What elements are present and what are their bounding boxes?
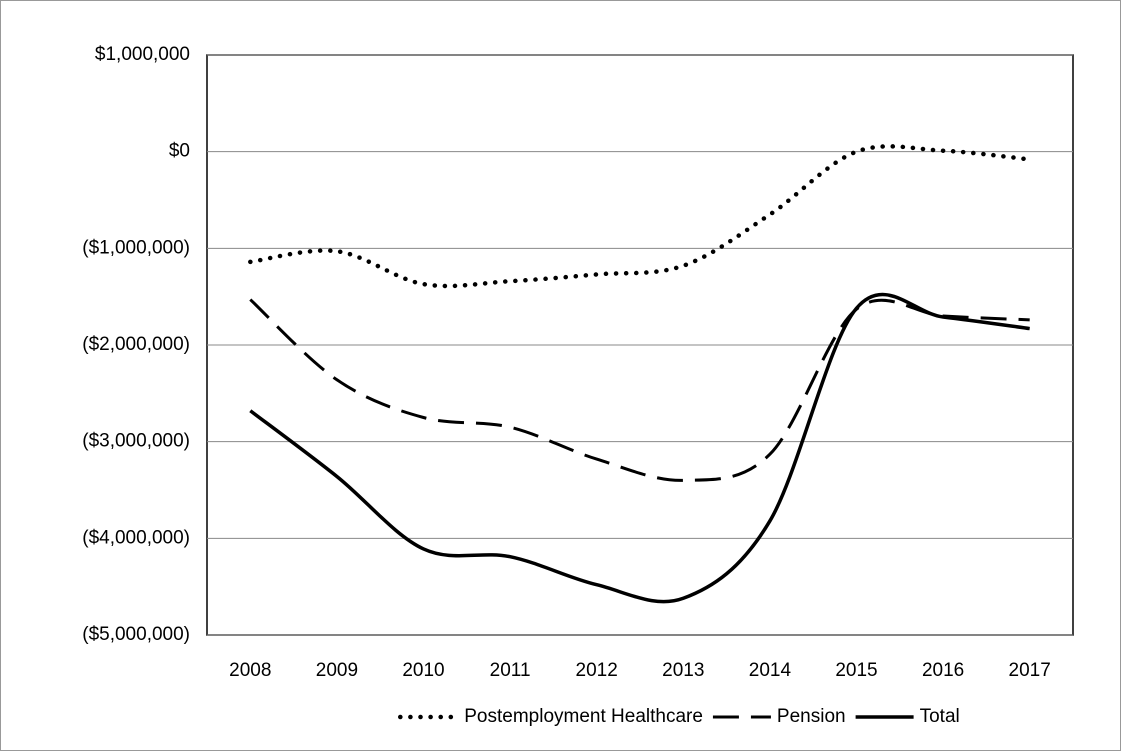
- x-tick-label: 2016: [922, 660, 964, 681]
- x-tick-label: 2009: [316, 660, 358, 681]
- x-tick-label: 2012: [576, 660, 618, 681]
- y-tick-label: ($2,000,000): [82, 334, 190, 355]
- series-line: [249, 292, 1030, 604]
- x-tick-label: 2014: [749, 660, 792, 681]
- legend-label: Total: [920, 706, 960, 727]
- y-tick-label: ($5,000,000): [82, 624, 190, 645]
- legend-label: Pension: [777, 706, 846, 727]
- x-tick-label: 2013: [662, 660, 704, 681]
- x-tick-label: 2010: [402, 660, 444, 681]
- x-tick-label: 2017: [1009, 660, 1051, 681]
- series-line: [248, 144, 1032, 289]
- legend-label: Postemployment Healthcare: [464, 706, 703, 727]
- y-tick-label: ($3,000,000): [82, 431, 190, 452]
- x-tick-label: 2008: [229, 660, 271, 681]
- y-tick-label: ($1,000,000): [82, 237, 190, 258]
- series-line: [249, 298, 1030, 482]
- x-tick-label: 2015: [835, 660, 877, 681]
- y-tick-label: ($4,000,000): [82, 527, 190, 548]
- y-tick-label: $1,000,000: [95, 44, 190, 65]
- y-tick-label: $0: [169, 141, 190, 162]
- x-tick-label: 2011: [490, 660, 531, 681]
